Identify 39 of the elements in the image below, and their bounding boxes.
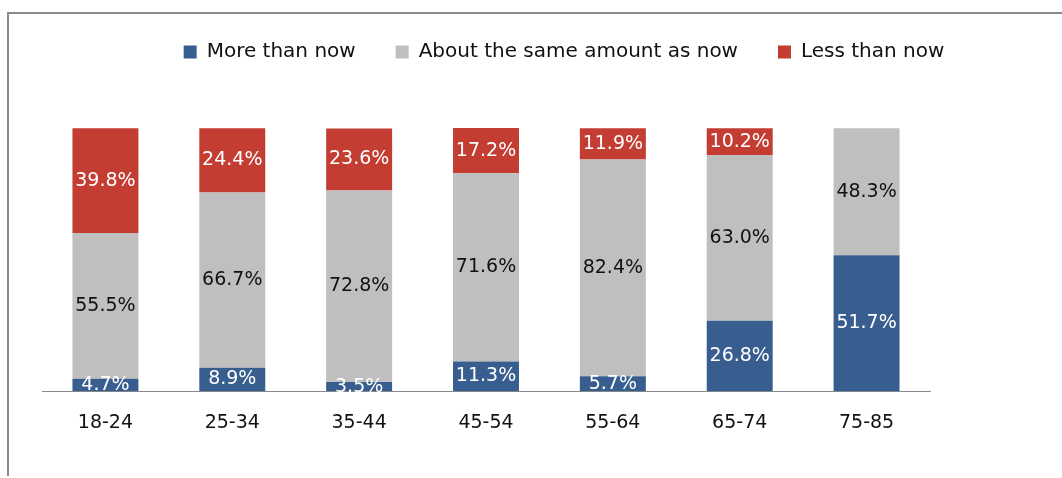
data-label: 72.8% [328, 273, 390, 296]
bar [453, 173, 519, 362]
bar [833, 255, 900, 392]
data-label: 55.5% [75, 292, 136, 315]
data-label: 11.9% [582, 130, 644, 153]
data-label: 39.8% [75, 167, 136, 190]
bar [706, 155, 773, 321]
x-tick-label: 18-24 [77, 409, 134, 432]
data-label: 71.6% [455, 254, 517, 277]
legend-label: Less than now [800, 38, 945, 63]
data-label: 5.7% [588, 370, 637, 393]
data-label: 82.4% [582, 254, 644, 277]
data-label: 11.3% [455, 363, 517, 386]
data-label: 51.7% [836, 310, 897, 333]
data-label: 66.7% [202, 267, 263, 290]
x-tick-label: 75-85 [838, 409, 895, 432]
x-tick-label: 45-54 [458, 409, 514, 432]
bar [326, 128, 393, 191]
bar [199, 128, 266, 193]
data-label: 63.0% [709, 224, 770, 247]
data-label: 26.8% [709, 342, 770, 365]
data-label: 10.2% [709, 128, 770, 151]
bar [706, 320, 773, 392]
x-tick-label: 55-64 [585, 409, 641, 432]
data-label: 23.6% [328, 146, 390, 169]
data-label: 4.7% [81, 371, 130, 394]
bar [579, 159, 646, 377]
x-tick-label: 25-34 [204, 409, 260, 432]
x-tick-label: 65-74 [712, 409, 768, 432]
legend-label: About the same amount as now [418, 38, 738, 63]
bar [199, 192, 266, 368]
bar [833, 128, 900, 256]
x-tick-label: 35-44 [331, 409, 387, 432]
data-label: 8.9% [208, 366, 257, 389]
bar [72, 128, 139, 233]
data-label: 24.4% [202, 147, 263, 170]
data-label: 17.2% [455, 137, 517, 160]
data-label: 48.3% [836, 178, 897, 201]
legend-label: More than now [206, 38, 356, 63]
